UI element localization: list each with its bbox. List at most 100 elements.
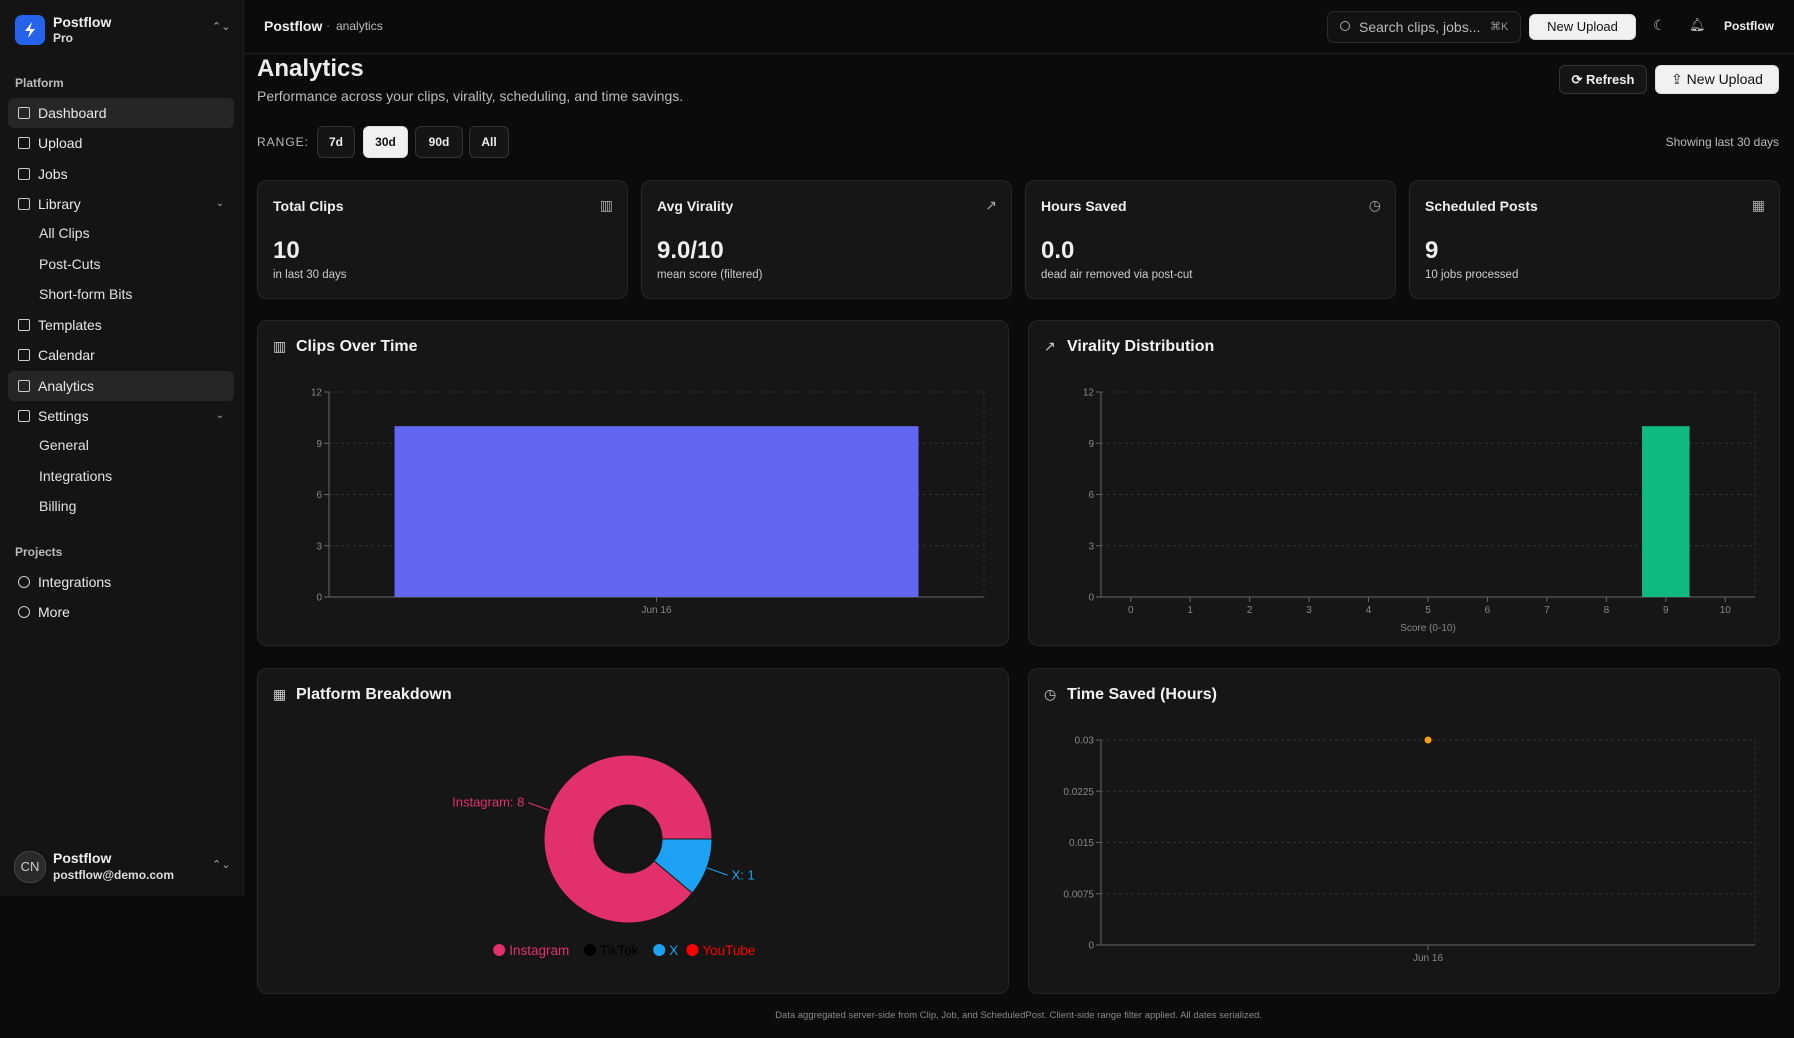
notifications[interactable]: 🔔︎: [1689, 17, 1706, 32]
nav-icon: [18, 410, 30, 422]
nav-label: Templates: [38, 317, 102, 334]
theme-toggle[interactable]: ☾: [1653, 17, 1666, 33]
nav-item[interactable]: Library ⌄: [8, 189, 234, 219]
section-title: Platform: [15, 76, 64, 90]
range-button[interactable]: All: [469, 126, 509, 158]
nav-item[interactable]: Analytics: [8, 370, 234, 401]
button-label: New Upload: [1686, 71, 1763, 87]
nav-icon: [18, 197, 30, 210]
upload-button[interactable]: New Upload: [1529, 14, 1636, 40]
sidebar: Postflow Pro ⌃⌄ Platform Dashboard Upload…: [0, 0, 244, 896]
chart-card: ▦ Platform Breakdown: [257, 668, 1009, 994]
nav-label: Library: [38, 195, 81, 212]
stat-card: Avg Virality ↗ 9.0/10 mean score (filtered): [641, 180, 1012, 299]
nav-item[interactable]: More: [8, 597, 234, 627]
section-title: Projects: [15, 545, 63, 559]
topbar: Postflow · analytics Search clips, jobs.…: [244, 0, 1794, 54]
nav-item[interactable]: Upload: [8, 128, 234, 158]
breadcrumb: analytics: [336, 19, 383, 33]
nav-item[interactable]: Templates: [8, 310, 234, 340]
stat-icon: ↗: [985, 197, 997, 213]
stat-label: Scheduled Posts: [1425, 198, 1538, 214]
stat-icon: ▥: [599, 197, 613, 213]
brand-switch[interactable]: ⌃⌄: [212, 21, 231, 33]
stat-card: Scheduled Posts ▦ 9 10 jobs processed: [1409, 180, 1780, 299]
page-title: Analytics: [257, 55, 364, 82]
range-button[interactable]: 90d: [415, 126, 463, 158]
stat-label: Total Clips: [273, 198, 344, 214]
range-note: Showing last 30 days: [1665, 135, 1779, 149]
stat-icon: ▦: [1751, 197, 1765, 213]
refresh-button[interactable]: ⟳ Refresh: [1559, 65, 1647, 94]
chart-card: ▥ Clips Over Time: [257, 320, 1009, 646]
stat-note: 10 jobs processed: [1425, 269, 1519, 281]
search-icon: [1340, 21, 1350, 31]
brand-name: Postflow: [53, 14, 112, 30]
button-label: New Upload: [1547, 19, 1618, 34]
nav-item[interactable]: Calendar: [8, 340, 234, 370]
logo-icon: [25, 22, 35, 38]
chevron: ⌄: [215, 410, 224, 421]
nav-item[interactable]: Settings ⌄: [8, 401, 234, 431]
avatar[interactable]: CN: [14, 851, 46, 883]
nav-label: Dashboard: [38, 105, 107, 121]
nav-label: Calendar: [38, 347, 95, 364]
nav-subitem[interactable]: Post-Cuts: [39, 255, 101, 272]
search[interactable]: Search clips, jobs... ⌘K: [1327, 11, 1521, 43]
brand-plan[interactable]: Pro: [53, 31, 74, 45]
range-button[interactable]: 30d: [363, 126, 408, 158]
brand-logo: [15, 15, 45, 45]
stat-card: Hours Saved ◷ 0.0 dead air removed via post…: [1025, 180, 1396, 299]
nav-label: Jobs: [38, 165, 68, 182]
chart-title: Clips Over Time: [296, 338, 418, 355]
nav-label: Integrations: [38, 574, 112, 590]
nav-icon: [18, 107, 30, 119]
nav-icon: [18, 576, 30, 588]
nav-label: Settings: [38, 408, 89, 424]
nav-icon: [18, 137, 30, 150]
stat-label: Avg Virality: [657, 198, 734, 214]
shortcut: ⌘K: [1490, 21, 1509, 33]
chart-icon: ◷: [1044, 686, 1057, 702]
user-email: postflow@demo.com: [53, 868, 175, 882]
nav-label: Upload: [38, 135, 83, 152]
chart-card: ◷ Time Saved (Hours): [1028, 668, 1780, 994]
range-button[interactable]: 7d: [317, 126, 355, 158]
nav-subitem[interactable]: Billing: [39, 497, 77, 514]
stat-note: dead air removed via post-cut: [1041, 269, 1193, 281]
stat-value: 9.0/10: [657, 237, 724, 264]
nav-label: Analytics: [38, 377, 95, 394]
chart-card: ↗ Virality Distribution: [1028, 320, 1780, 646]
nav-subitem[interactable]: General: [39, 437, 89, 454]
page-subtitle: Performance across your clips, virality,…: [257, 88, 684, 104]
nav-item[interactable]: Dashboard: [8, 98, 234, 128]
nav-icon: [18, 319, 30, 332]
nav-subitem[interactable]: Short-form Bits: [39, 285, 133, 302]
stat-icon: ◷: [1368, 197, 1381, 213]
stat-value: 10: [273, 237, 300, 264]
account[interactable]: Postflow: [1724, 19, 1774, 33]
chart-title: Time Saved (Hours): [1067, 686, 1217, 703]
stat-label: Hours Saved: [1041, 198, 1127, 214]
nav-subitem[interactable]: Integrations: [39, 467, 113, 484]
nav-item[interactable]: Jobs: [8, 159, 234, 189]
nav-subitem[interactable]: All Clips: [39, 225, 90, 242]
user-switch[interactable]: ⌃⌄: [212, 859, 231, 871]
breadcrumb[interactable]: Postflow: [264, 18, 323, 34]
nav-icon: [18, 167, 30, 180]
chevron: ⌄: [215, 197, 224, 209]
nav-icon: [18, 606, 30, 619]
upload-button[interactable]: ⇪ New Upload: [1655, 65, 1779, 94]
chart-title: Virality Distribution: [1067, 338, 1215, 355]
nav-icon: [18, 349, 30, 362]
chart-title: Platform Breakdown: [296, 686, 452, 703]
stat-value: 0.0: [1041, 237, 1075, 264]
stat-note: mean score (filtered): [657, 269, 763, 281]
nav-item[interactable]: Integrations: [8, 567, 234, 597]
chart-icon: ▥: [273, 338, 287, 354]
user-name: Postflow: [53, 850, 112, 866]
stat-value: 9: [1425, 237, 1439, 264]
nav-icon: [18, 379, 30, 392]
range-label: RANGE:: [257, 135, 310, 149]
